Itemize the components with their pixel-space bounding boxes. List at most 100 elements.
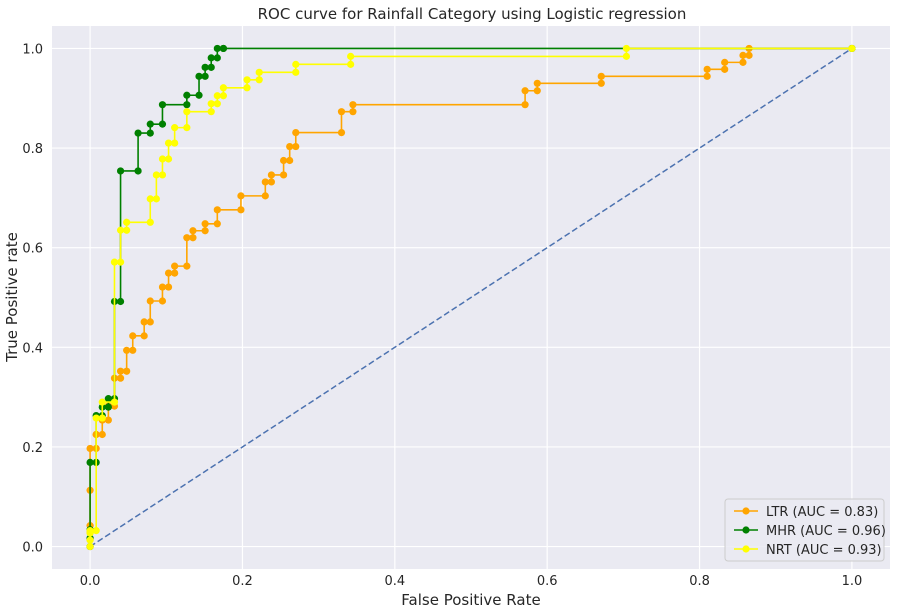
data-point-nrt: [183, 108, 191, 116]
data-point-mhr: [134, 129, 142, 137]
legend-marker-mhr: [742, 526, 750, 534]
data-point-ltr: [237, 206, 245, 214]
data-point-ltr: [286, 156, 294, 165]
data-point-ltr: [703, 65, 711, 73]
data-point-nrt: [158, 171, 167, 179]
data-point-ltr: [521, 87, 529, 95]
y-tick-label: 0.0: [22, 541, 43, 556]
legend-label-ltr: LTR (AUC = 0.83): [766, 505, 878, 520]
data-point-nrt: [292, 68, 300, 76]
data-point-mhr: [146, 120, 154, 128]
data-point-ltr: [129, 346, 137, 354]
data-point-ltr: [123, 367, 131, 375]
data-point-nrt: [622, 44, 631, 53]
data-point-ltr: [349, 108, 357, 116]
y-axis-label: True Positive rate: [3, 232, 21, 363]
data-point-ltr: [286, 142, 294, 151]
y-tick-label: 0.6: [22, 242, 43, 257]
data-point-ltr: [597, 72, 605, 80]
data-point-nrt: [347, 60, 355, 68]
data-point-nrt: [158, 155, 167, 163]
data-point-ltr: [116, 367, 125, 375]
data-point-mhr: [116, 167, 125, 175]
data-point-ltr: [86, 444, 94, 453]
data-point-ltr: [533, 87, 541, 95]
data-point-nrt: [146, 218, 154, 226]
data-point-ltr: [237, 192, 245, 200]
data-point-ltr: [140, 318, 148, 326]
data-point-ltr: [189, 227, 197, 235]
data-point-mhr: [104, 395, 112, 403]
data-point-nrt: [98, 398, 106, 406]
data-point-nrt: [292, 60, 300, 68]
data-point-ltr: [349, 101, 357, 109]
x-tick-label: 0.0: [80, 574, 101, 589]
data-point-nrt: [152, 171, 160, 179]
data-point-nrt: [622, 52, 631, 60]
data-point-nrt: [146, 195, 154, 203]
data-point-nrt: [86, 542, 94, 551]
data-point-ltr: [279, 171, 288, 179]
data-point-ltr: [261, 192, 269, 200]
data-point-nrt: [92, 527, 100, 535]
data-point-ltr: [201, 227, 209, 235]
data-point-ltr: [158, 297, 167, 305]
y-tick-label: 0.2: [22, 441, 43, 456]
data-point-ltr: [745, 51, 753, 59]
data-point-nrt: [164, 155, 173, 163]
data-point-ltr: [721, 58, 729, 66]
data-point-ltr: [123, 346, 131, 354]
data-point-ltr: [183, 234, 191, 242]
data-point-mhr: [201, 63, 209, 71]
data-point-nrt: [116, 258, 125, 266]
data-point-nrt: [86, 527, 94, 535]
legend-marker-nrt: [742, 545, 750, 553]
data-point-nrt: [255, 68, 263, 76]
x-tick-label: 1.0: [842, 574, 863, 589]
data-point-nrt: [213, 92, 221, 100]
data-point-nrt: [110, 258, 119, 266]
data-point-ltr: [721, 65, 729, 73]
legend-marker-ltr: [742, 507, 750, 515]
data-point-mhr: [104, 403, 112, 411]
data-point-nrt: [207, 100, 215, 108]
legend: LTR (AUC = 0.83) MHR (AUC = 0.96) NRT (AUC…: [724, 498, 886, 562]
data-point-nrt: [243, 76, 251, 84]
data-point-mhr: [158, 101, 167, 109]
data-point-ltr: [739, 58, 747, 66]
data-point-ltr: [116, 374, 125, 382]
data-point-nrt: [92, 414, 100, 422]
data-point-mhr: [207, 54, 215, 62]
data-point-nrt: [213, 100, 221, 108]
y-tick-label: 1.0: [22, 42, 43, 57]
data-point-ltr: [533, 79, 541, 87]
data-point-ltr: [279, 156, 288, 165]
data-point-ltr: [129, 332, 137, 340]
data-point-ltr: [213, 206, 221, 214]
tick-labels: 0.0 0.2 0.4 0.6 0.8 1.0 0.0 0.2 0.4 0.6 0.8 1.0: [22, 42, 862, 589]
data-point-nrt: [110, 398, 119, 406]
legend-label-nrt: NRT (AUC = 0.93): [766, 543, 882, 558]
data-point-ltr: [183, 262, 191, 270]
data-point-nrt: [207, 108, 215, 116]
data-point-nrt: [164, 139, 173, 147]
data-point-mhr: [195, 91, 203, 99]
data-point-mhr: [86, 458, 94, 466]
data-point-nrt: [123, 226, 131, 234]
y-tick-label: 0.4: [22, 341, 43, 356]
legend-label-mhr: MHR (AUC = 0.96): [766, 524, 886, 539]
data-point-ltr: [189, 234, 197, 242]
data-point-nrt: [219, 92, 228, 100]
data-point-nrt: [116, 226, 125, 234]
data-point-ltr: [164, 283, 173, 291]
series-nrt: [86, 44, 856, 551]
x-axis-label: False Positive Rate: [401, 591, 540, 609]
data-point-ltr: [158, 283, 167, 291]
data-point-ltr: [292, 129, 300, 137]
data-point-ltr: [521, 101, 529, 109]
data-point-ltr: [164, 269, 173, 277]
reference-line: [89, 47, 853, 548]
x-tick-label: 0.4: [384, 574, 405, 589]
data-point-mhr: [213, 54, 221, 62]
data-point-ltr: [104, 416, 112, 424]
